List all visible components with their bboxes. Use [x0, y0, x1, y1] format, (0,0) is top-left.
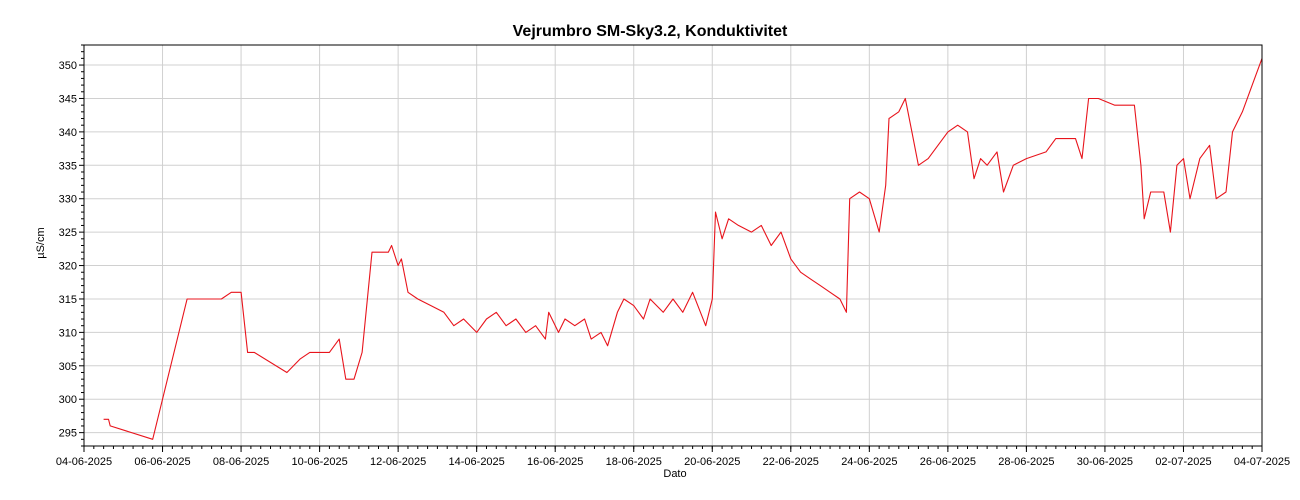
y-tick-label: 320 — [59, 261, 77, 273]
x-axis: 04-06-2025 06-06-2025 08-06-2025 10-06-2025… — [56, 446, 1290, 468]
y-tick-label: 305 — [59, 361, 77, 373]
x-tick-label: 18-06-2025 — [606, 456, 662, 468]
y-tick-label: 300 — [59, 394, 77, 406]
y-tick-label: 315 — [59, 294, 77, 306]
conductivity-series-line — [103, 58, 1263, 440]
x-tick-label: 10-06-2025 — [291, 456, 347, 468]
x-tick-label: 20-06-2025 — [684, 456, 740, 468]
y-tick-label: 350 — [59, 60, 77, 72]
y-axis-label: µS/cm — [35, 227, 47, 258]
y-tick-label: 335 — [59, 160, 77, 172]
x-tick-label: 28-06-2025 — [998, 456, 1054, 468]
y-tick-label: 340 — [59, 127, 77, 139]
x-tick-label: 06-06-2025 — [134, 456, 190, 468]
grid — [83, 45, 1263, 446]
x-tick-label: 04-06-2025 — [56, 456, 112, 468]
x-tick-label: 04-07-2025 — [1234, 456, 1290, 468]
y-axis: 295 300 305 310 315 320 325 330 335 340 345 350 — [59, 44, 84, 447]
x-tick-label: 02-07-2025 — [1155, 456, 1211, 468]
x-tick-label: 22-06-2025 — [763, 456, 819, 468]
y-tick-label: 295 — [59, 428, 77, 440]
y-tick-label: 345 — [59, 93, 77, 105]
x-tick-label: 24-06-2025 — [841, 456, 897, 468]
x-tick-label: 14-06-2025 — [449, 456, 505, 468]
x-tick-label: 08-06-2025 — [213, 456, 269, 468]
x-axis-label: Dato — [663, 468, 686, 480]
x-tick-label: 26-06-2025 — [920, 456, 976, 468]
chart-title: Vejrumbro SM-Sky3.2, Konduktivitet — [513, 23, 788, 40]
series-layer — [103, 58, 1263, 440]
plot-frame — [83, 44, 1263, 447]
y-tick-label: 330 — [59, 194, 77, 206]
x-tick-label: 16-06-2025 — [527, 456, 583, 468]
y-tick-label: 325 — [59, 227, 77, 239]
x-tick-label: 30-06-2025 — [1077, 456, 1133, 468]
x-tick-label: 12-06-2025 — [370, 456, 426, 468]
y-tick-label: 310 — [59, 327, 77, 339]
